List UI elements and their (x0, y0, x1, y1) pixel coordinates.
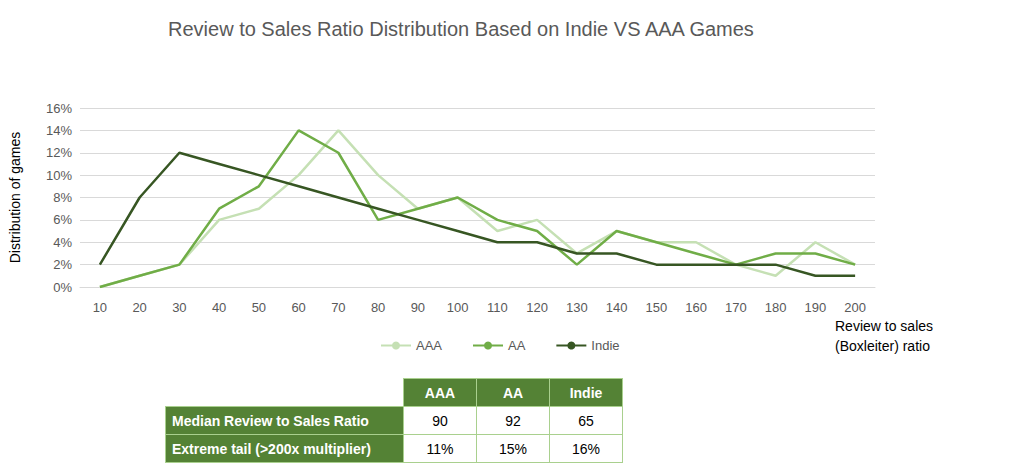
svg-text:10%: 10% (46, 168, 72, 183)
svg-text:200: 200 (844, 300, 866, 315)
svg-text:(Boxleiter) ratio: (Boxleiter) ratio (835, 338, 930, 354)
svg-text:110: 110 (487, 300, 508, 315)
svg-text:170: 170 (725, 300, 747, 315)
svg-text:2%: 2% (53, 257, 72, 272)
svg-text:120: 120 (526, 300, 548, 315)
svg-text:90: 90 (411, 300, 425, 315)
svg-text:12%: 12% (46, 145, 72, 160)
svg-text:140: 140 (606, 300, 628, 315)
html-text:AA: AA (502, 384, 524, 401)
svg-text:Review to sales: Review to sales (835, 318, 933, 334)
html-text:AAA: AAA (424, 384, 456, 401)
html-text:Median Review to Sales Ratio: Median Review to Sales Ratio (172, 412, 369, 429)
html-text:15%: 15% (499, 440, 527, 457)
svg-text:20: 20 (132, 300, 146, 315)
svg-text:150: 150 (646, 300, 668, 315)
html-text:90: 90 (432, 412, 448, 429)
svg-text:80: 80 (371, 300, 385, 315)
svg-text:0%: 0% (53, 280, 72, 295)
html-text:92: 92 (505, 412, 521, 429)
html-text:11%: 11% (426, 440, 454, 457)
html-text:65: 65 (578, 412, 594, 429)
svg-text:100: 100 (447, 300, 469, 315)
svg-text:4%: 4% (53, 235, 72, 250)
html-text:16%: 16% (572, 440, 600, 457)
svg-text:Indie: Indie (591, 338, 619, 353)
svg-text:16%: 16% (46, 101, 72, 116)
svg-text:Review to Sales Ratio Distribu: Review to Sales Ratio Distribution Based… (168, 18, 754, 40)
svg-text:Distribution of games: Distribution of games (7, 132, 23, 264)
svg-text:60: 60 (291, 300, 305, 315)
html-text:Indie: Indie (569, 384, 603, 401)
html-text:Extreme tail (>200x multiplier: Extreme tail (>200x multiplier) (172, 440, 371, 457)
svg-text:14%: 14% (46, 123, 72, 138)
svg-text:AA: AA (508, 338, 526, 353)
svg-text:AAA: AAA (416, 338, 442, 353)
svg-text:40: 40 (212, 300, 226, 315)
svg-text:8%: 8% (53, 190, 72, 205)
svg-text:180: 180 (765, 300, 787, 315)
svg-text:30: 30 (172, 300, 186, 315)
svg-text:190: 190 (805, 300, 827, 315)
svg-text:70: 70 (331, 300, 345, 315)
svg-text:50: 50 (252, 300, 266, 315)
svg-text:130: 130 (566, 300, 588, 315)
svg-text:10: 10 (93, 300, 107, 315)
svg-text:160: 160 (685, 300, 707, 315)
svg-text:6%: 6% (53, 212, 72, 227)
